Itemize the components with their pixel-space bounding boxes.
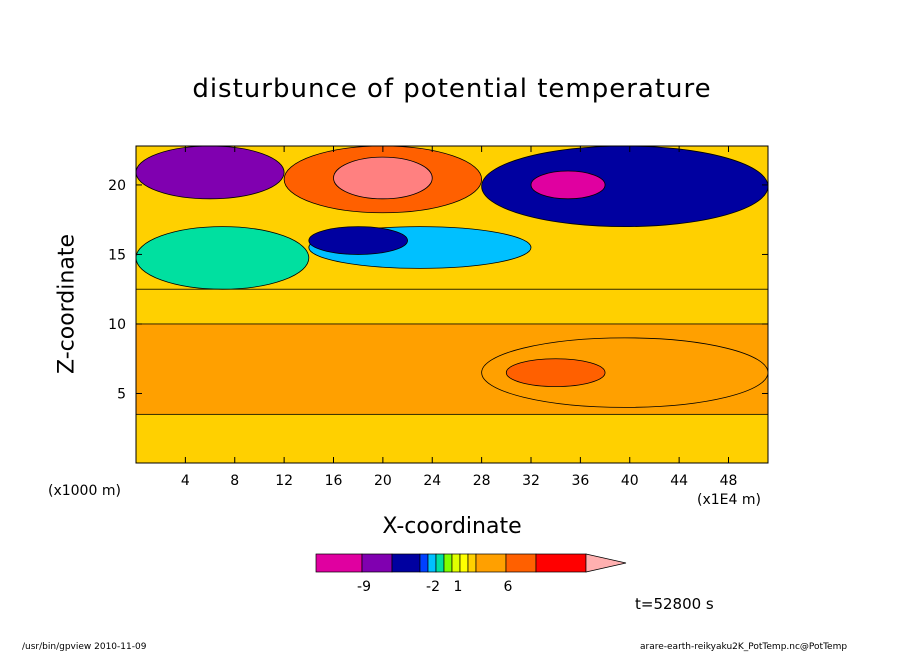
contour-region bbox=[333, 156, 433, 200]
colorbar-label: -9 bbox=[357, 579, 371, 595]
plot-frame bbox=[135, 145, 769, 464]
colorbar-cell bbox=[451, 553, 461, 573]
x-tick-label: 44 bbox=[670, 473, 688, 489]
y-tick-label: 15 bbox=[108, 247, 126, 263]
x-tick-label: 32 bbox=[522, 473, 540, 489]
x-axis-label: X-coordinate bbox=[382, 514, 522, 539]
contour-region bbox=[505, 358, 606, 387]
colorbar-cell bbox=[361, 553, 393, 573]
contour-region bbox=[308, 226, 408, 255]
colorbar-cell bbox=[315, 553, 363, 573]
footer-right: arare-earth-reikyaku2K_PotTemp.nc@PotTem… bbox=[640, 642, 848, 652]
chart-title: disturbunce of potential temperature bbox=[192, 74, 712, 104]
x-tick-label: 20 bbox=[374, 473, 392, 489]
time-label: t=52800 s bbox=[635, 595, 714, 613]
footer-left: /usr/bin/gpview 2010-11-09 bbox=[22, 642, 147, 652]
x-unit-label: (x1000 m) bbox=[48, 483, 121, 499]
x-tick-label: 28 bbox=[473, 473, 491, 489]
colorbar-cell bbox=[467, 553, 477, 573]
colorbar-cell bbox=[475, 553, 507, 573]
contour-region bbox=[481, 145, 769, 228]
colorbar-cell bbox=[505, 553, 537, 573]
contour-region bbox=[135, 226, 310, 290]
x-tick-label: 16 bbox=[325, 473, 343, 489]
colorbar-cell bbox=[427, 553, 437, 573]
colorbar-label: 6 bbox=[504, 579, 513, 595]
colorbar-cell bbox=[535, 553, 587, 573]
colorbar-label: 1 bbox=[454, 579, 463, 595]
y-tick-label: 5 bbox=[117, 386, 126, 402]
colorbar-cell bbox=[419, 553, 429, 573]
colorbar-arrow bbox=[585, 553, 627, 573]
x-tick-label: 40 bbox=[621, 473, 639, 489]
x-tick-label: 12 bbox=[275, 473, 293, 489]
contour-region bbox=[530, 170, 606, 200]
x-scale-label: (x1E4 m) bbox=[697, 492, 761, 508]
colorbar-cell bbox=[443, 553, 453, 573]
x-tick-label: 48 bbox=[720, 473, 738, 489]
x-tick-label: 8 bbox=[230, 473, 239, 489]
x-tick-label: 4 bbox=[181, 473, 190, 489]
x-tick-label: 24 bbox=[423, 473, 441, 489]
colorbar-cell bbox=[459, 553, 469, 573]
colorbar-cell bbox=[435, 553, 445, 573]
x-tick-label: 36 bbox=[571, 473, 589, 489]
y-tick-label: 10 bbox=[108, 317, 126, 333]
contour-region bbox=[135, 145, 285, 200]
colorbar-cell bbox=[391, 553, 421, 573]
y-tick-label: 20 bbox=[108, 178, 126, 194]
colorbar-label: -2 bbox=[426, 579, 440, 595]
